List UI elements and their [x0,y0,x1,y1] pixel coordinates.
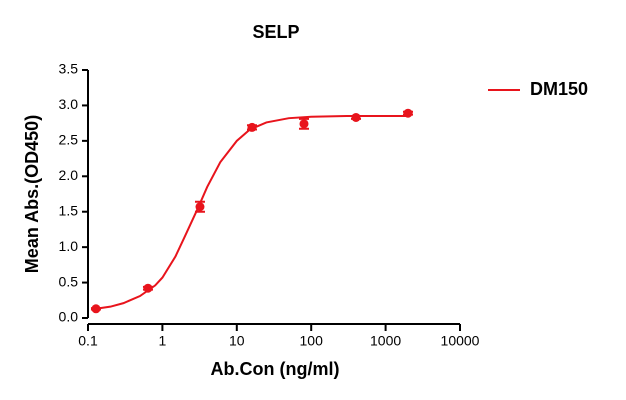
y-tick-label: 2.0 [59,167,79,183]
x-tick-label: 10000 [441,333,480,349]
point [143,283,153,293]
x-tick-label: 1000 [370,333,401,349]
legend-label: DM150 [530,79,588,99]
chart-title: SELP [252,22,299,42]
x-axis-label: Ab.Con (ng/ml) [211,359,340,379]
y-tick-label: 0.5 [59,273,79,289]
x-tick-label: 0.1 [78,333,98,349]
y-tick-label: 1.0 [59,238,79,254]
x-tick-label: 100 [300,333,324,349]
y-axis-label: Mean Abs.(OD450) [22,115,42,273]
y-tick-label: 3.0 [59,96,79,112]
y-tick-label: 3.5 [59,61,79,77]
point [195,202,205,212]
fit-curve [95,115,408,310]
point [91,304,101,314]
x-tick-label: 10 [229,333,245,349]
y-tick-label: 0.0 [59,309,79,325]
point [247,122,257,132]
x-tick-label: 1 [159,333,167,349]
y-tick-label: 2.5 [59,132,79,148]
point [403,108,413,118]
y-tick-label: 1.5 [59,202,79,218]
point [351,112,361,122]
point [299,119,309,129]
